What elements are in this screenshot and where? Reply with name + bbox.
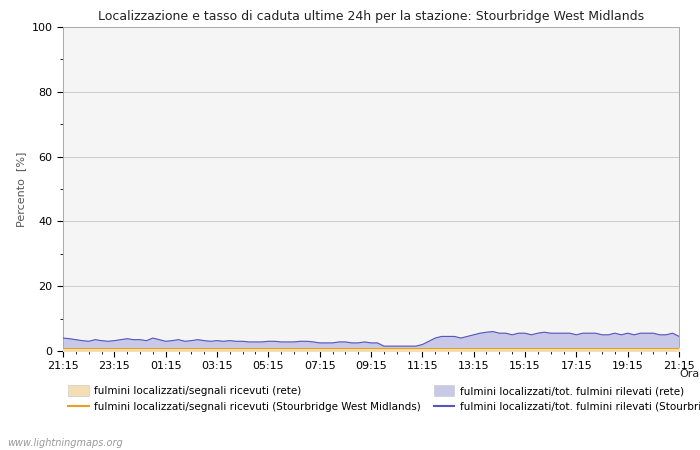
Legend: fulmini localizzati/segnali ricevuti (rete), fulmini localizzati/segnali ricevut: fulmini localizzati/segnali ricevuti (re… — [68, 385, 700, 412]
Y-axis label: Percento  [%]: Percento [%] — [16, 151, 26, 227]
Text: www.lightningmaps.org: www.lightningmaps.org — [7, 438, 122, 448]
Text: Orario: Orario — [679, 369, 700, 379]
Title: Localizzazione e tasso di caduta ultime 24h per la stazione: Stourbridge West Mi: Localizzazione e tasso di caduta ultime … — [98, 10, 644, 23]
